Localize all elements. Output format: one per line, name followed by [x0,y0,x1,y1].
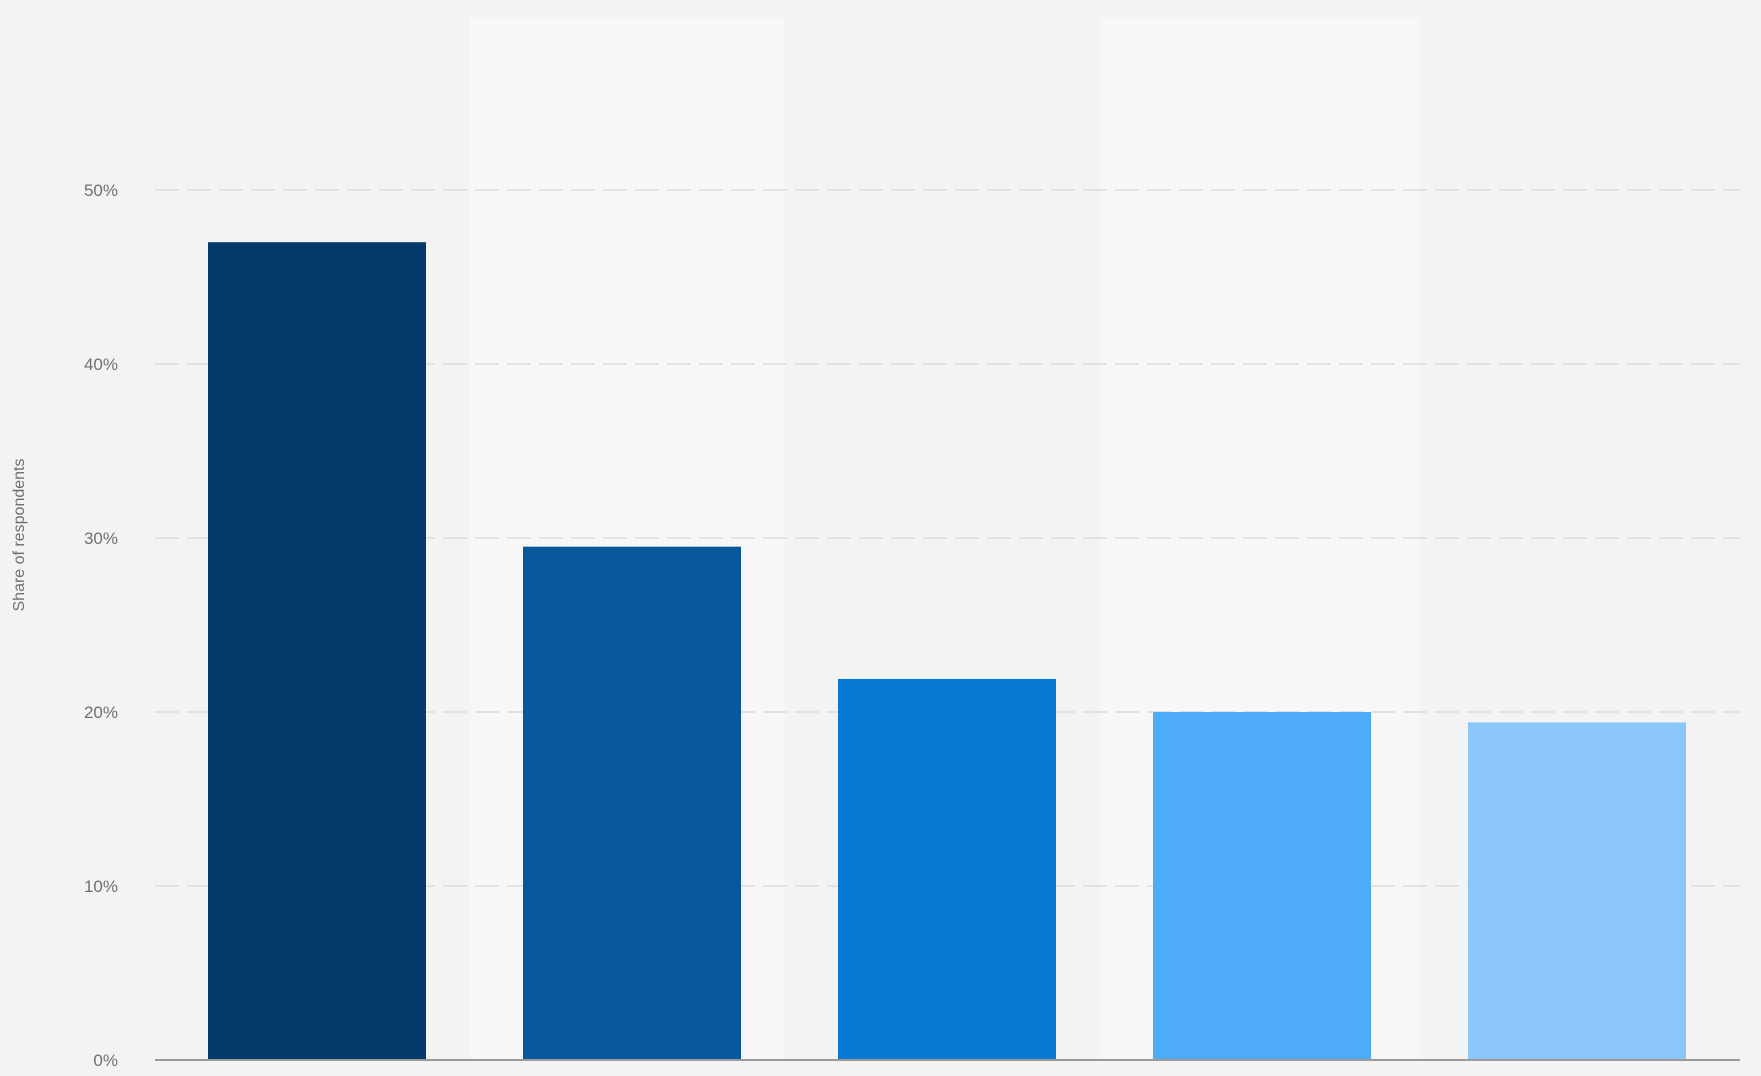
bars [208,242,1686,1060]
bar-3[interactable] [838,678,1056,1060]
bar-2[interactable] [523,546,741,1060]
y-tick-label: 40% [84,355,118,374]
y-axis-title: Share of respondents [11,459,28,612]
y-tick-label: 20% [84,703,118,722]
bar-5[interactable] [1468,722,1686,1060]
bar-1[interactable] [208,242,426,1060]
y-tick-label: 50% [84,181,118,200]
y-tick-label: 30% [84,529,118,548]
y-tick-label: 10% [84,877,118,896]
y-tick-label: 0% [93,1051,118,1070]
y-axis-ticks: 0% 10% 20% 30% 40% 50% [84,181,118,1070]
bar-4[interactable] [1153,712,1371,1060]
